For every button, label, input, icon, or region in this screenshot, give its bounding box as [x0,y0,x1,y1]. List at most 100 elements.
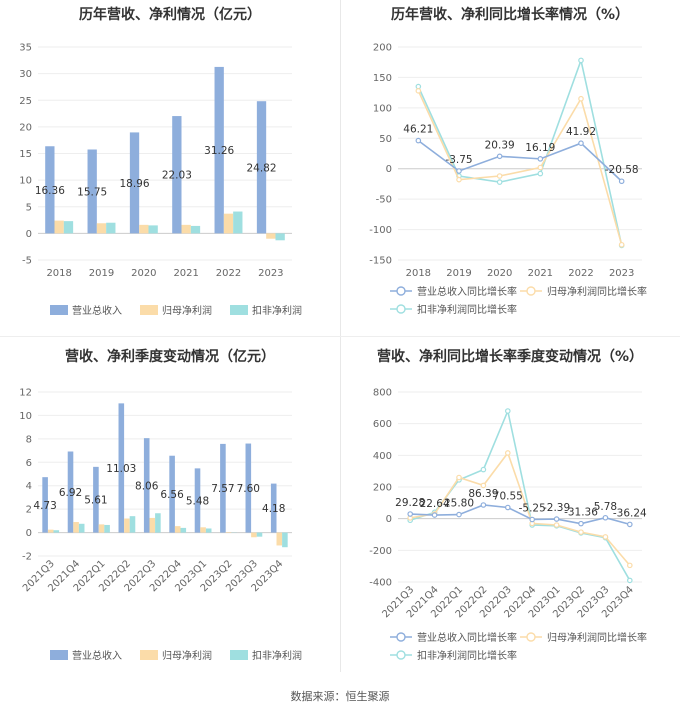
bar [148,225,158,234]
data-point [415,88,422,94]
y-tick-label: 50 [379,134,392,145]
data-point [626,577,633,584]
bar [143,438,150,533]
bar [67,451,74,533]
bar [256,532,263,537]
data-label: 22.03 [162,170,192,182]
bar [245,443,252,533]
x-tick-label: 2023 [609,268,634,279]
bar [174,526,181,533]
chart-title: 历年营收、净利同比增长率情况（%） [390,7,630,23]
legend-swatch [230,650,248,660]
data-label: 70.55 [493,490,523,502]
y-tick-label: -50 [376,195,392,206]
data-point [480,482,487,489]
series-line [410,451,631,566]
data-label: 24.82 [246,162,276,174]
data-point [496,179,503,185]
bar [53,530,60,533]
data-point [496,173,503,179]
data-point [618,178,625,185]
data-point [626,521,633,528]
data-label: 6.56 [160,489,184,501]
bar [73,522,79,533]
x-tick-label: 2022 [568,268,593,279]
y-tick-label: 35 [19,43,32,54]
annual-line-chart: -150 -100 -50 0 50 100 150 200 2018 2019 2020 2021 2… [369,43,647,317]
chart-quarterly-revenue-profit: 营收、净利季度变动情况（亿元） -2 0 2 4 6 8 10 12 2021Q3 2021Q4 2… [0,336,340,672]
data-label: 5.61 [84,495,107,507]
data-label: 41.92 [566,126,596,138]
y-tick-label: 200 [373,43,392,54]
data-point [602,514,609,521]
data-label: 6.92 [59,487,82,499]
y-tick-label: 30 [19,69,32,80]
bar [223,213,234,234]
y-tick-label: 200 [373,483,392,494]
chart-quarterly-growth-rate: 营收、净利同比增长率季度变动情况（%） -400 -200 0 200 400 600 80… [340,336,680,672]
y-tick-label: 15 [19,149,32,160]
data-point [480,502,487,508]
annual-bar-chart: -5 0 5 10 15 20 25 30 35 2018 2019 2020 2021 2022 2023… [19,43,302,318]
bar [87,149,97,234]
y-tick-label: 800 [373,388,392,399]
legend-label: 扣非净利润 [252,649,302,662]
y-tick-label: 25 [19,96,32,107]
data-point [578,57,584,64]
y-tick-label: 20 [19,122,32,133]
data-point [529,516,536,523]
legend-label: 扣非净利润 [252,304,302,317]
legend-label: 扣非净利润同比增长率 [417,303,517,316]
bar [276,532,283,546]
bar [190,225,201,234]
data-point [431,512,438,518]
data-point [537,156,544,162]
data-point [456,511,462,518]
legend-marker [396,632,406,642]
data-point [553,516,560,522]
bar [139,224,149,234]
bar [266,233,276,239]
bar [149,517,156,533]
bar [42,477,48,533]
bar [214,66,224,234]
y-tick-label: 6 [26,458,32,469]
y-tick-label: 0 [26,528,32,539]
x-tick-label: 2021 [173,268,198,279]
bar [256,101,267,234]
bar [275,233,285,241]
legend-marker [396,650,406,660]
data-label: 11.03 [106,463,136,475]
bar [180,527,187,533]
y-tick-label: 4 [26,481,32,492]
data-label: 7.57 [211,483,234,495]
bar [220,443,226,533]
y-tick-label: -150 [369,256,392,267]
data-label: 7.60 [237,483,260,495]
y-tick-label: 100 [373,103,392,114]
y-tick-label: 0 [26,229,32,240]
data-point [578,520,584,527]
data-point [618,241,625,248]
legend-marker [396,304,406,314]
data-point [505,450,511,456]
legend-label: 营业总收入 [72,649,122,662]
data-label: 31.26 [204,145,234,157]
x-tick-label: 2019 [446,268,471,279]
bar [98,524,105,533]
y-tick-label: 12 [19,388,32,399]
bar [169,455,175,533]
bar [205,528,212,533]
series-line [417,90,623,246]
bar [63,221,74,234]
y-tick-label: -5 [22,256,32,267]
series-line [417,139,623,182]
bar [104,524,110,533]
y-tick-label: 600 [373,419,392,430]
legend-label: 归母净利润 [162,649,212,662]
legend-label: 营业总收入同比增长率 [417,631,517,644]
x-tick-label: 2018 [46,268,71,279]
legend-swatch [140,650,158,660]
y-tick-label: -100 [369,225,392,236]
legend-label: 归母净利润同比增长率 [547,631,647,644]
